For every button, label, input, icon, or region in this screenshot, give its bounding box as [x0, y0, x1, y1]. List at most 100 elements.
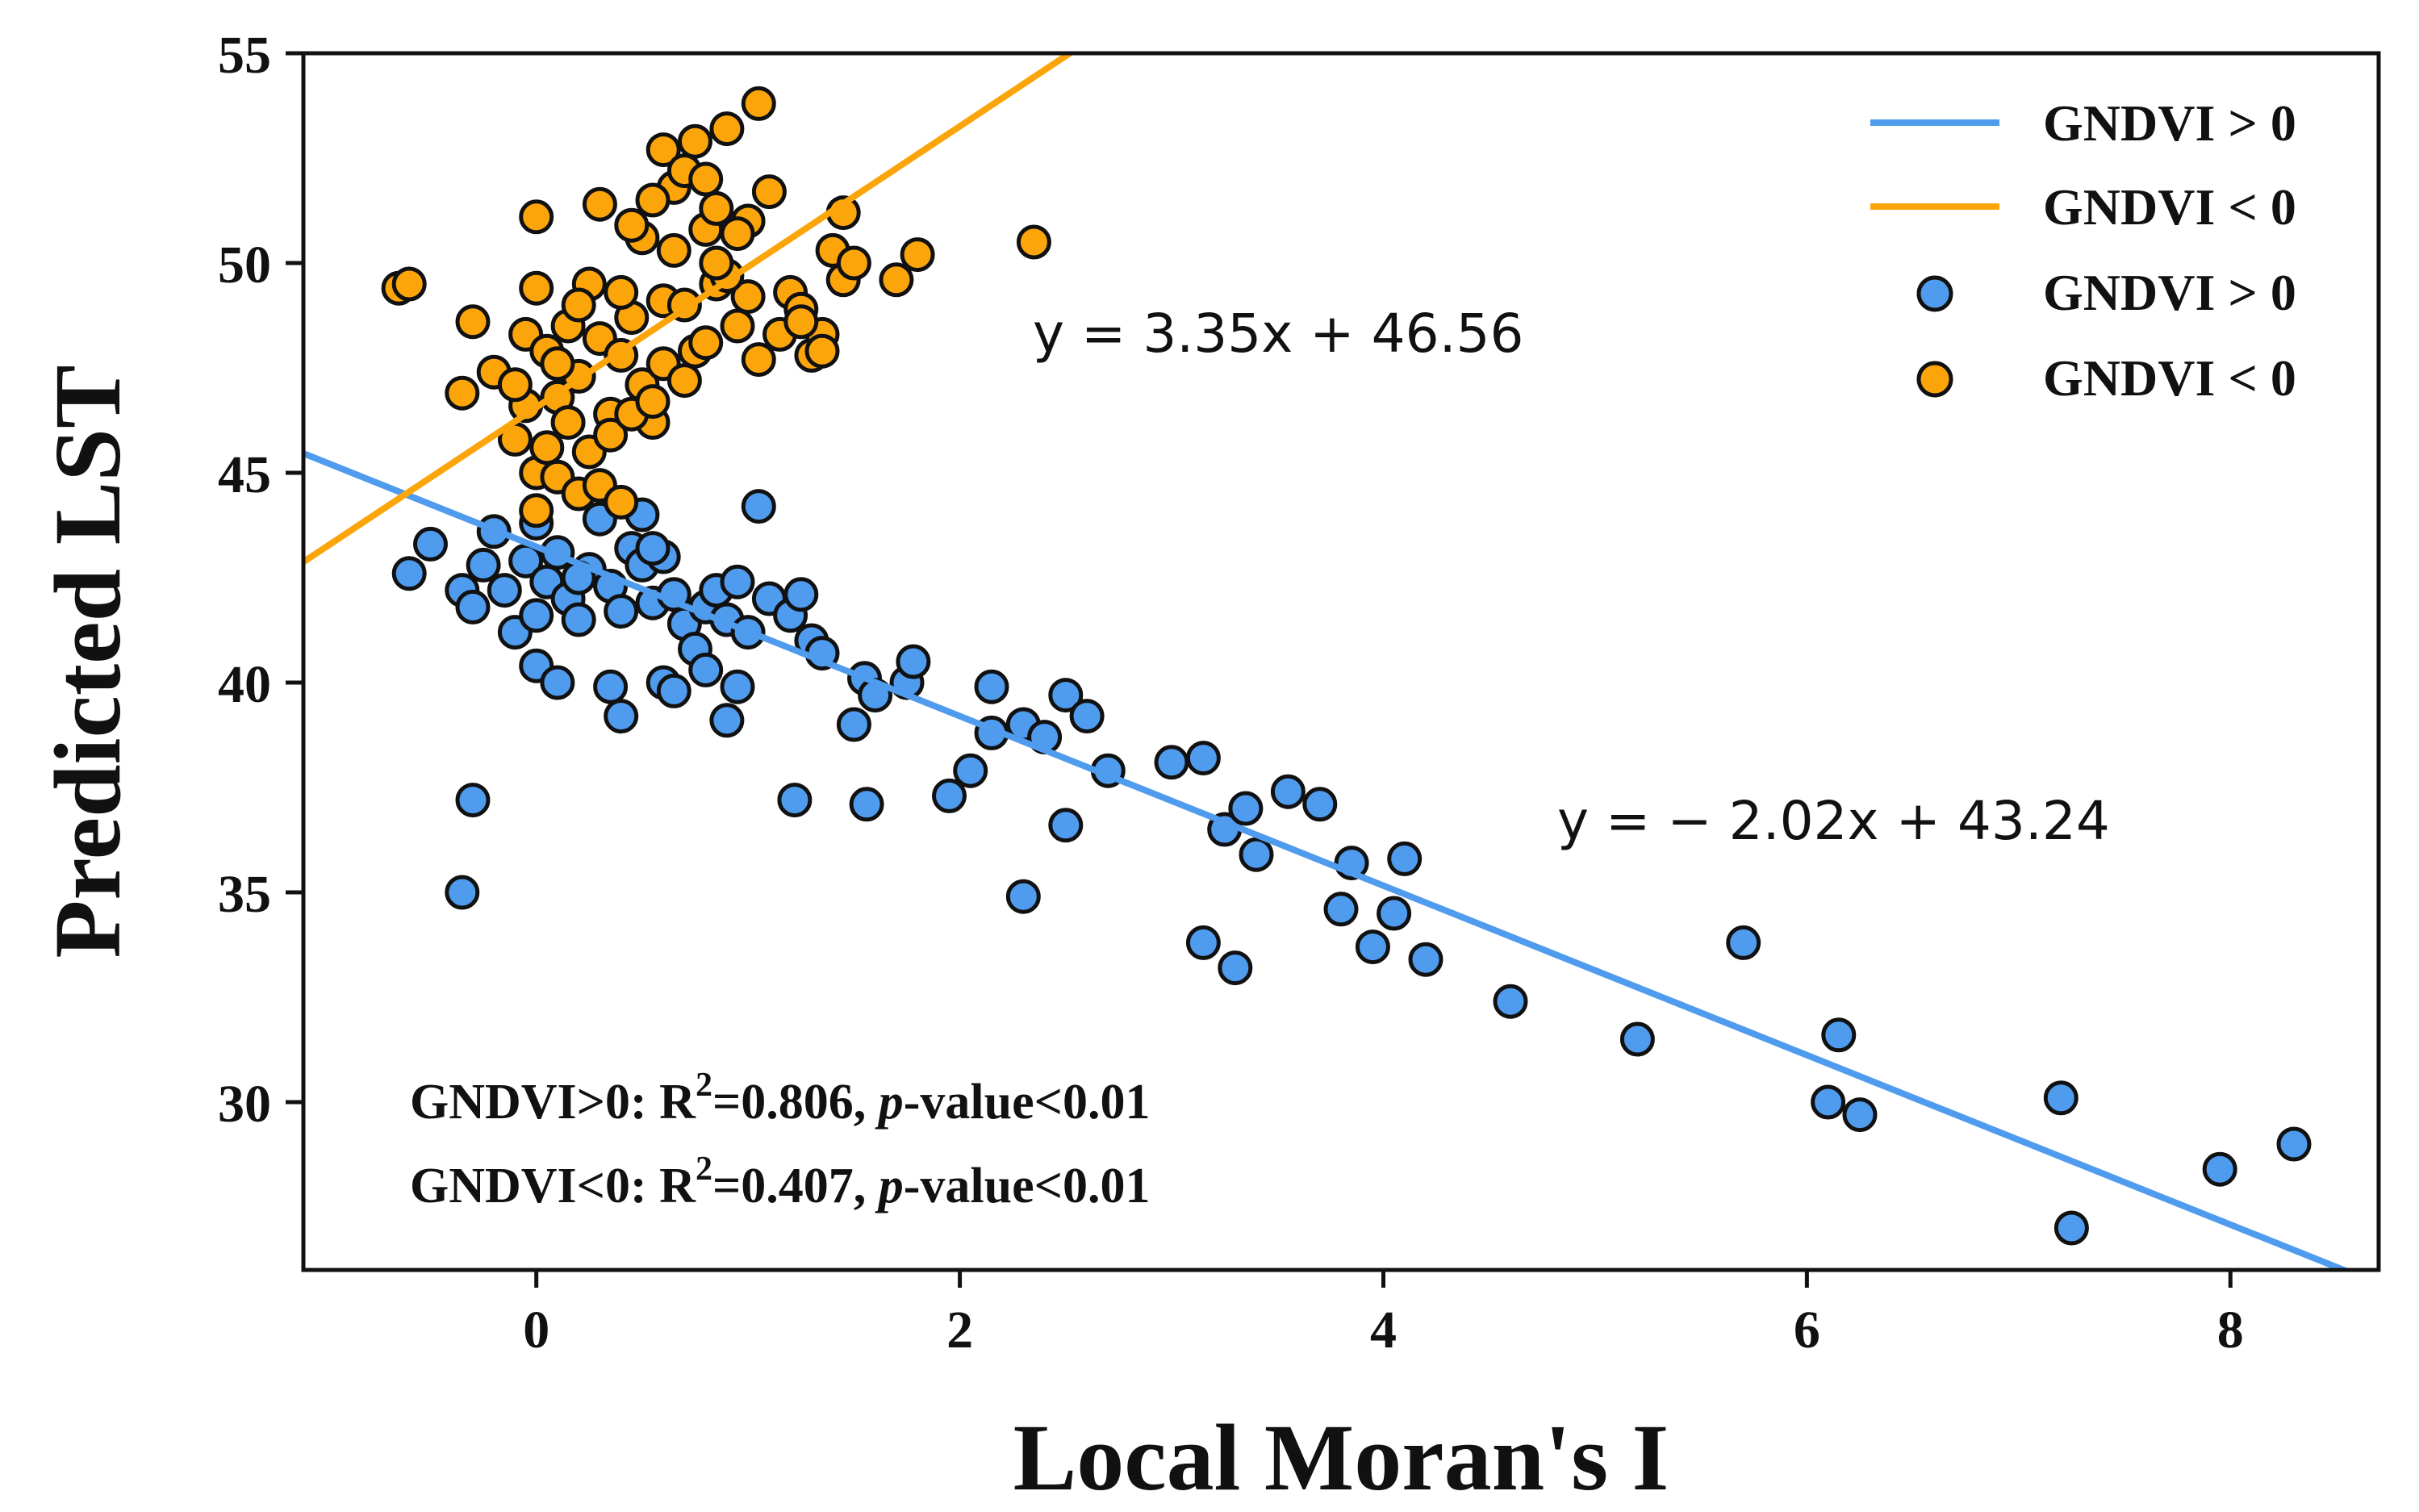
- fit-line-pos: [303, 450, 2353, 1270]
- point-neg-77: [540, 346, 575, 382]
- point-neg-46: [836, 245, 871, 281]
- point-pos-14: [561, 602, 596, 637]
- point-pos-82: [1619, 1021, 1655, 1057]
- point-pos-4: [466, 547, 501, 583]
- fit-lines: [303, 53, 2353, 1270]
- point-neg-58: [550, 405, 586, 441]
- point-neg-56: [519, 493, 554, 528]
- point-neg-72: [688, 161, 724, 197]
- point-neg-30: [699, 190, 734, 226]
- plot-frame: [301, 51, 2381, 1272]
- point-pos-18: [604, 594, 639, 629]
- point-neg-35: [730, 279, 766, 315]
- point-pos-80: [1218, 950, 1253, 986]
- point-neg-78: [497, 367, 533, 403]
- point-pos-74: [1387, 841, 1423, 876]
- point-pos-85: [1821, 1017, 1857, 1053]
- x-tick-label-1: 2: [946, 1301, 973, 1360]
- y-axis: 30 35 40 45 50 55: [218, 26, 303, 1134]
- legend-label-line-neg: GNDVI < 0: [2043, 178, 2296, 236]
- point-neg-69: [614, 207, 650, 243]
- point-pos-32: [540, 665, 575, 700]
- y-tick-label-0: 30: [218, 1075, 271, 1134]
- point-pos-69: [1228, 791, 1264, 826]
- point-neg-7: [519, 270, 554, 306]
- fit-line-neg: [303, 53, 1076, 565]
- point-neg-47: [879, 262, 914, 298]
- point-pos-83: [1726, 925, 1761, 960]
- y-tick-label-5: 55: [218, 26, 271, 85]
- y-tick-label-3: 45: [218, 445, 271, 504]
- point-pos-77: [1377, 896, 1412, 931]
- point-pos-37: [688, 652, 724, 687]
- point-neg-75: [783, 304, 819, 340]
- point-pos-90: [2276, 1126, 2312, 1162]
- point-neg-55: [604, 484, 639, 520]
- point-pos-51: [932, 778, 967, 813]
- point-neg-3: [455, 304, 491, 340]
- point-pos-60: [1005, 879, 1041, 914]
- point-neg-48: [900, 237, 935, 273]
- point-pos-75: [1323, 892, 1359, 927]
- point-neg-23: [645, 132, 681, 168]
- point-pos-87: [2043, 1080, 2079, 1116]
- point-pos-38: [709, 703, 745, 738]
- x-tick-label-2: 4: [1370, 1301, 1397, 1360]
- point-pos-43: [783, 577, 819, 612]
- point-neg-76: [804, 333, 840, 369]
- point-pos-71: [1270, 774, 1306, 809]
- x-tick-label-0: 0: [523, 1301, 549, 1360]
- x-axis-title: Local Moran's I: [1013, 1405, 1669, 1510]
- legend: GNDVI > 0 GNDVI < 0 GNDVI > 0 GNDVI < 0: [1870, 94, 2296, 407]
- point-pos-39: [720, 669, 755, 704]
- point-neg-51: [529, 430, 565, 466]
- point-pos-76: [1355, 929, 1390, 965]
- stats-gndvi-neg: GNDVI<0: R2=0.407, p-value<0.01: [410, 1151, 1150, 1213]
- point-pos-86: [1842, 1097, 1878, 1133]
- point-neg-60: [593, 417, 629, 453]
- point-pos-40: [741, 489, 776, 524]
- point-pos-58: [1069, 699, 1105, 734]
- point-pos-50: [896, 644, 931, 679]
- point-pos-70: [1239, 837, 1274, 872]
- point-neg-65: [688, 325, 724, 361]
- point-pos-34: [604, 699, 639, 734]
- point-neg-2: [445, 375, 480, 411]
- point-pos-57: [1048, 678, 1084, 713]
- y-tick-label-2: 40: [218, 655, 271, 714]
- point-pos-78: [1408, 942, 1443, 977]
- point-pos-33: [593, 669, 629, 704]
- point-pos-6: [487, 573, 522, 608]
- point-neg-28: [678, 123, 712, 159]
- point-neg-36: [741, 86, 776, 121]
- point-neg-70: [635, 182, 671, 218]
- legend-label-marker-pos: GNDVI > 0: [2043, 264, 2296, 321]
- point-pos-29: [720, 564, 755, 599]
- point-neg-73: [699, 245, 734, 281]
- point-pos-79: [1185, 925, 1221, 960]
- point-neg-33: [720, 308, 755, 344]
- point-neg-64: [666, 363, 702, 399]
- point-pos-67: [1185, 741, 1221, 776]
- legend-label-marker-neg: GNDVI < 0: [2043, 349, 2296, 407]
- point-neg-67: [720, 216, 755, 252]
- x-tick-label-4: 8: [2217, 1301, 2244, 1360]
- point-pos-54: [974, 669, 1009, 704]
- point-pos-88: [2053, 1210, 2089, 1246]
- point-pos-64: [455, 783, 491, 818]
- point-pos-46: [836, 707, 871, 742]
- point-neg-14: [582, 186, 617, 222]
- point-neg-68: [604, 274, 639, 310]
- point-pos-1: [413, 526, 448, 562]
- stats-gndvi-pos: GNDVI>0: R2=0.806, p-value<0.01: [410, 1067, 1150, 1130]
- y-tick-label-4: 50: [218, 236, 271, 294]
- equation-gndvi-neg: y = 3.35x + 46.56: [1033, 303, 1524, 365]
- point-pos-0: [391, 556, 427, 591]
- point-pos-84: [1811, 1084, 1846, 1120]
- point-neg-8: [519, 199, 554, 235]
- point-neg-32: [709, 111, 745, 147]
- legend-label-line-pos: GNDVI > 0: [2043, 94, 2296, 152]
- point-pos-61: [1048, 808, 1084, 843]
- point-pos-66: [1154, 745, 1189, 780]
